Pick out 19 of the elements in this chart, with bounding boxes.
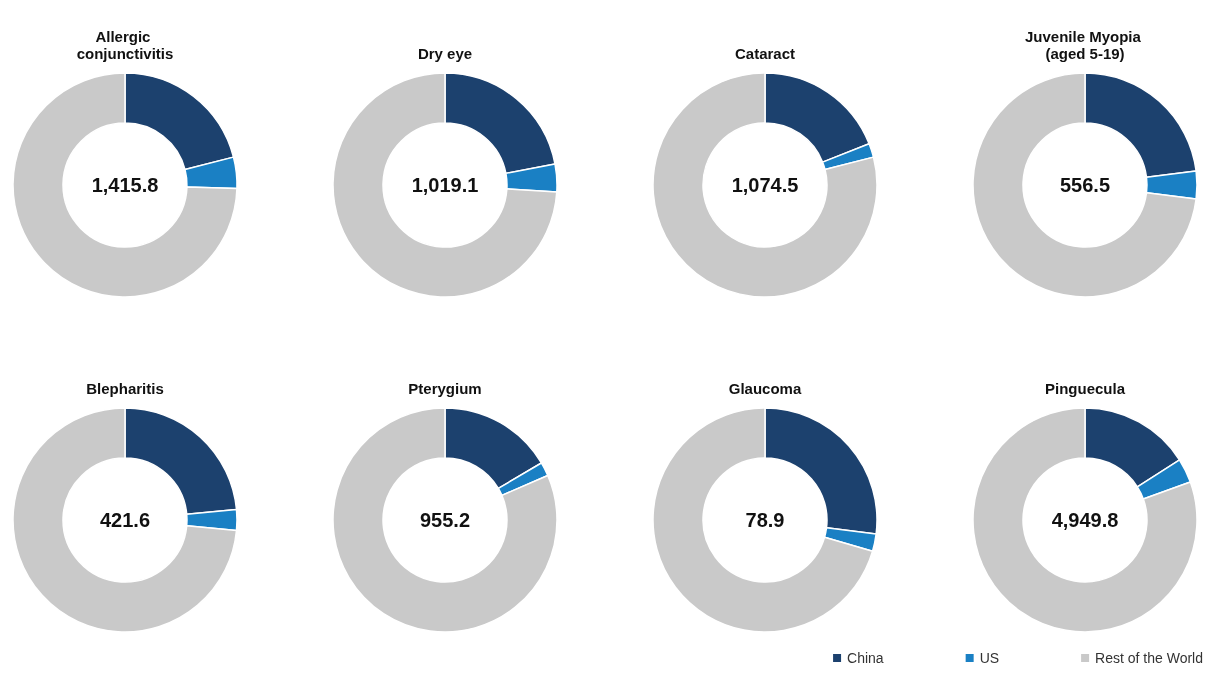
text: 421.6 (99, 509, 151, 531)
text: 4,949.8 (1051, 509, 1119, 531)
text: 556.5 (1059, 174, 1111, 196)
chart-title: Cataract (734, 45, 796, 62)
chart-title: Juvenile Myopia (aged 5-19) (1024, 28, 1146, 62)
text: 1,074.5 (731, 174, 799, 196)
text: 955.2 (419, 509, 471, 531)
chart-title: Dry eye (417, 45, 473, 62)
legend-label: China (847, 650, 884, 666)
chart-title: Glaucoma (728, 380, 802, 397)
text: 1,019.1 (411, 174, 479, 196)
chart-title: Pinguecula (1044, 380, 1126, 397)
text: 1,415.8 (91, 174, 159, 196)
chart-title: Pterygium (408, 380, 482, 397)
chart-title: Blepharitis (86, 380, 164, 397)
chart-title: Allergic conjunctivitis (76, 28, 174, 62)
legend-label: Rest of the World (1095, 650, 1204, 666)
legend-label: US (979, 650, 1000, 666)
text: 78.9 (745, 509, 785, 531)
